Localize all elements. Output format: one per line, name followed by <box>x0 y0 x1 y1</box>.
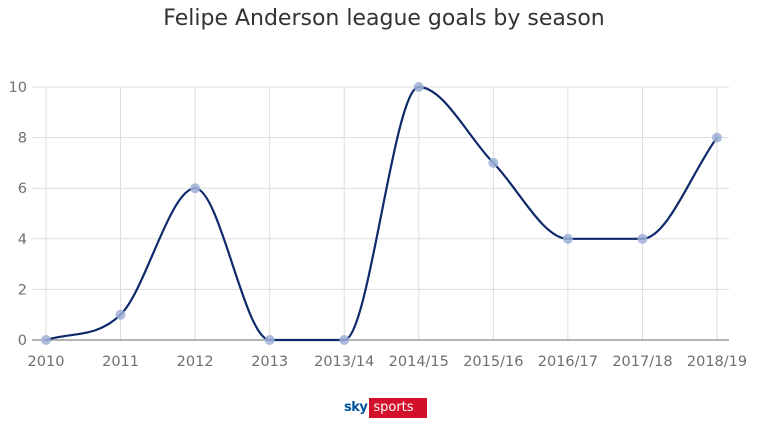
axis-layer: 0 2 4 6 8 10 2010 2011 2012 2013 2013/14 2014/15 201… <box>9 80 748 370</box>
y-tick-label: 4 <box>18 232 27 248</box>
data-point <box>488 157 499 168</box>
y-tick-label: 10 <box>9 80 27 96</box>
data-point <box>339 335 350 345</box>
y-tick-label: 0 <box>18 333 27 349</box>
logo-sky-text: sky <box>341 398 370 418</box>
data-point <box>562 233 573 244</box>
y-tick-label: 6 <box>18 181 27 197</box>
data-point <box>264 335 275 345</box>
x-tick-label: 2011 <box>102 354 139 370</box>
sky-sports-logo: sky sports <box>341 398 427 418</box>
x-tick-label: 2018/19 <box>687 354 747 370</box>
x-tick-label: 2014/15 <box>389 354 449 370</box>
data-point <box>712 132 722 143</box>
x-tick-label: 2017/18 <box>612 354 672 370</box>
data-point <box>115 309 126 320</box>
x-tick-label: 2012 <box>177 354 214 370</box>
data-point <box>413 82 424 92</box>
x-tick-label: 2013/14 <box>314 354 374 370</box>
y-tick-label: 8 <box>18 131 27 147</box>
x-tick-label: 2016/17 <box>538 354 598 370</box>
series-layer <box>44 85 719 342</box>
x-tick-label: 2010 <box>28 354 65 370</box>
data-point <box>190 183 201 194</box>
grid-layer <box>32 86 729 340</box>
chart-title: Felipe Anderson league goals by season <box>163 6 605 31</box>
y-tick-label: 2 <box>18 282 27 298</box>
series-line <box>44 85 719 342</box>
x-tick-label: 2013 <box>251 354 288 370</box>
data-point <box>637 233 648 244</box>
x-tick-label: 2015/16 <box>463 354 523 370</box>
marker-layer <box>41 82 722 345</box>
data-point <box>41 335 51 345</box>
logo-sports-text: sports <box>369 398 427 418</box>
